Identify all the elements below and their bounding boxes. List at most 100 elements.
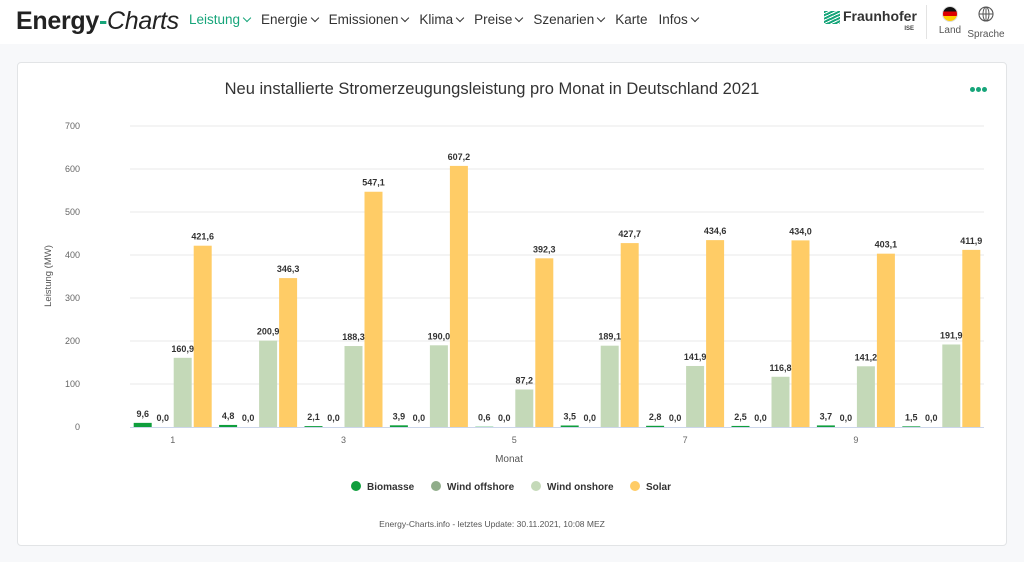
data-label: 427,7 <box>618 229 641 239</box>
data-label: 191,9 <box>940 330 963 340</box>
bar-biomasse[interactable] <box>304 426 323 427</box>
data-label: 0,0 <box>413 413 426 423</box>
legend-marker-icon <box>630 481 640 491</box>
chart-title: Neu installierte Stromerzeugungsleistung… <box>225 80 760 98</box>
nav-item-karte[interactable]: Karte <box>615 12 647 27</box>
nav-item-emissionen[interactable]: Emissionen <box>329 12 410 27</box>
data-label: 411,9 <box>960 236 982 246</box>
legend-item-wind-offshore[interactable]: Wind offshore <box>431 481 515 493</box>
x-tick-label: 5 <box>512 435 517 445</box>
legend-label: Biomasse <box>367 482 415 493</box>
bar-wind-onshore[interactable] <box>942 344 961 427</box>
bar-wind-onshore[interactable] <box>600 345 619 427</box>
bar-solar[interactable] <box>791 240 810 427</box>
bar-biomasse[interactable] <box>816 425 835 427</box>
data-label: 0,0 <box>327 413 340 423</box>
nav-item-preise[interactable]: Preise <box>474 12 524 27</box>
chevron-down-icon <box>401 13 410 23</box>
bar-biomasse[interactable] <box>219 424 238 427</box>
bar-wind-onshore[interactable] <box>259 340 278 427</box>
bar-wind-onshore[interactable] <box>856 366 875 427</box>
bar-wind-onshore[interactable] <box>515 389 534 427</box>
bar-solar[interactable] <box>962 249 981 427</box>
bar-wind-onshore[interactable] <box>173 357 192 427</box>
chevron-down-icon <box>242 13 252 23</box>
y-tick-label: 100 <box>65 379 80 389</box>
y-tick-label: 200 <box>65 336 80 346</box>
nav-item-szenarien[interactable]: Szenarien <box>533 12 606 27</box>
legend-label: Wind offshore <box>447 482 515 493</box>
country-selector-button[interactable]: Land <box>937 6 963 36</box>
data-label: 0,0 <box>925 413 938 423</box>
bar-wind-onshore[interactable] <box>429 345 448 427</box>
bar-solar[interactable] <box>535 258 554 427</box>
y-tick-label: 400 <box>65 250 80 260</box>
bar-wind-onshore[interactable] <box>771 376 790 427</box>
bar-solar[interactable] <box>706 240 725 427</box>
data-label: 2,5 <box>734 412 747 422</box>
data-label: 200,9 <box>257 327 280 337</box>
data-label: 2,1 <box>307 412 320 422</box>
bar-solar[interactable] <box>279 278 298 427</box>
nav-item-energie[interactable]: Energie <box>261 12 319 27</box>
language-selector-button[interactable]: Sprache <box>966 6 1006 40</box>
y-tick-label: 700 <box>65 121 80 131</box>
legend-item-wind-onshore[interactable]: Wind onshore <box>531 481 614 493</box>
x-tick-label: 3 <box>341 435 346 445</box>
x-axis-label: Monat <box>495 454 523 465</box>
data-label: 434,6 <box>704 226 727 236</box>
data-label: 9,6 <box>136 409 149 419</box>
bar-wind-onshore[interactable] <box>344 346 363 427</box>
chart-menu-button[interactable] <box>970 87 987 92</box>
bar-biomasse[interactable] <box>646 425 665 427</box>
energy-charts-logo[interactable]: Energy-Charts <box>16 6 179 36</box>
y-axis-label: Leistung (MW) <box>43 245 54 307</box>
chart-legend: Biomasse Wind offshore Wind onshore Solar <box>351 481 671 493</box>
language-label: Sprache <box>967 29 1005 40</box>
nav-item-leistung[interactable]: Leistung <box>189 12 252 27</box>
legend-item-solar[interactable]: Solar <box>630 481 671 493</box>
data-label: 160,9 <box>171 344 194 354</box>
bar-solar[interactable] <box>193 245 212 427</box>
bar-biomasse[interactable] <box>731 425 750 427</box>
data-label: 141,9 <box>684 352 707 362</box>
data-label: 0,6 <box>478 413 491 423</box>
data-label: 0,0 <box>583 413 596 423</box>
bar-solar[interactable] <box>876 253 895 427</box>
bar-solar[interactable] <box>620 243 639 427</box>
bar-biomasse[interactable] <box>133 422 152 427</box>
data-label: 190,0 <box>428 331 451 341</box>
data-label: 189,1 <box>598 332 621 342</box>
x-tick-label: 1 <box>170 435 175 445</box>
nav-item-infos[interactable]: Infos <box>658 12 700 27</box>
bar-solar[interactable] <box>364 191 383 427</box>
data-label: 0,0 <box>840 413 853 423</box>
x-tick-label: 9 <box>853 435 858 445</box>
grid-lines <box>130 125 984 385</box>
nav-item-klima[interactable]: Klima <box>419 12 465 27</box>
fraunhofer-logo[interactable]: Fraunhofer ISE <box>824 8 917 38</box>
legend-marker-icon <box>351 481 361 491</box>
data-label: 141,2 <box>855 352 878 362</box>
top-navigation-bar: Energy-Charts Leistung Energie Emissionen K… <box>0 0 1024 44</box>
legend-label: Solar <box>646 482 671 493</box>
nav-item-label: Klima <box>419 12 454 27</box>
data-label: 2,8 <box>649 412 662 422</box>
nav-item-label: Energie <box>261 12 308 27</box>
logo-text-bold: Energy <box>16 7 99 35</box>
bar-wind-onshore[interactable] <box>686 365 705 427</box>
nav-item-label: Szenarien <box>533 12 595 27</box>
bar-chart: Neu installierte Stromerzeugungsleistung… <box>43 80 984 529</box>
data-label: 3,9 <box>393 411 406 421</box>
bar-biomasse[interactable] <box>389 425 408 427</box>
bar-biomasse[interactable] <box>902 426 921 427</box>
fraunhofer-mark-icon <box>824 11 840 24</box>
bar-solar[interactable] <box>449 165 468 427</box>
bar-biomasse[interactable] <box>560 425 579 427</box>
legend-marker-icon <box>431 481 441 491</box>
legend-item-biomasse[interactable]: Biomasse <box>351 481 415 493</box>
data-label: 3,7 <box>820 411 833 421</box>
legend-marker-icon <box>531 481 541 491</box>
data-label: 188,3 <box>342 332 365 342</box>
nav-item-label: Preise <box>474 12 513 27</box>
